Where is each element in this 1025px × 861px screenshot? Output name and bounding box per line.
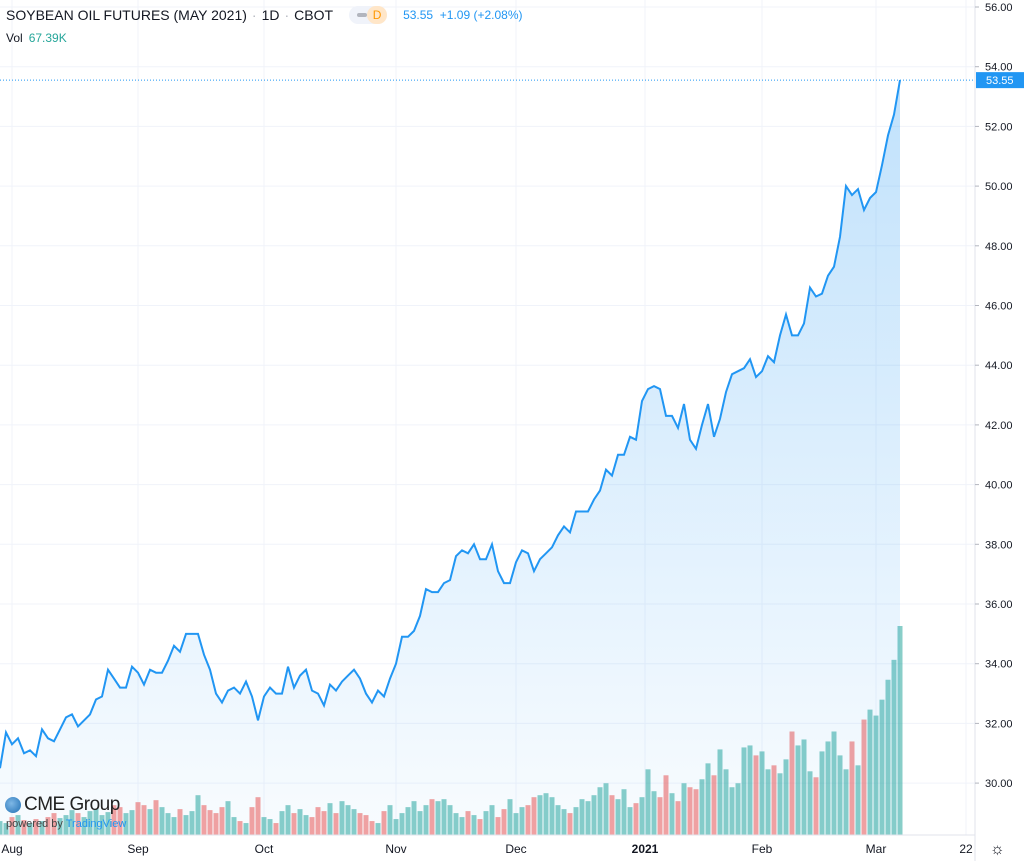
last-price-label: 53.55 [986, 75, 1014, 87]
price-tick-label: 46.00 [985, 301, 1013, 313]
price-tick-label: 38.00 [985, 539, 1013, 551]
interval-badge: D [367, 6, 388, 24]
time-tick-label: 2021 [632, 842, 659, 856]
price-area [0, 80, 900, 836]
price-line [0, 79, 901, 769]
price-tick-label: 48.00 [985, 241, 1013, 253]
powered-by: powered by TradingView [6, 818, 127, 830]
volume-legend: Vol 67.39K [6, 31, 67, 45]
price-tick-label: 44.00 [985, 360, 1013, 372]
cme-group-logo: CME Group [5, 794, 120, 816]
symbol-title: SOYBEAN OIL FUTURES (MAY 2021) [6, 7, 247, 23]
time-tick-label: Mar [866, 842, 887, 856]
time-tick-label: Dec [505, 842, 526, 856]
chart-legend-header: SOYBEAN OIL FUTURES (MAY 2021) · 1D · CB… [6, 6, 523, 24]
globe-icon [5, 797, 21, 813]
time-tick-label: Sep [127, 842, 149, 856]
interval-label: 1D [261, 7, 280, 23]
price-tick-label: 40.00 [985, 480, 1013, 492]
minus-icon [357, 13, 368, 17]
exchange-label: CBOT [294, 7, 334, 23]
price-tick-label: 56.00 [985, 2, 1013, 14]
settings-sun-icon[interactable]: ☼ [990, 841, 1005, 858]
price-tick-label: 30.00 [985, 778, 1013, 790]
price-tick-label: 52.00 [985, 121, 1013, 133]
price-tick-label: 36.00 [985, 599, 1013, 611]
market-status-badge[interactable]: D [349, 6, 388, 24]
time-tick-label: Aug [1, 842, 22, 856]
time-tick-label: Oct [255, 842, 274, 856]
price-tick-label: 42.00 [985, 420, 1013, 432]
time-tick-label: Nov [385, 842, 406, 856]
price-tick-label: 34.00 [985, 659, 1013, 671]
tradingview-link[interactable]: TradingView [65, 818, 127, 830]
volume-value: 67.39K [28, 31, 67, 45]
time-tick-label: 22 [959, 842, 973, 856]
price-tick-label: 50.00 [985, 181, 1013, 193]
quote-values: 53.55 +1.09 (+2.08%) [403, 8, 523, 22]
price-tick-label: 32.00 [985, 718, 1013, 730]
price-tick-label: 54.00 [985, 62, 1013, 74]
time-tick-label: Feb [752, 842, 773, 856]
last-price-badge [976, 72, 1024, 89]
